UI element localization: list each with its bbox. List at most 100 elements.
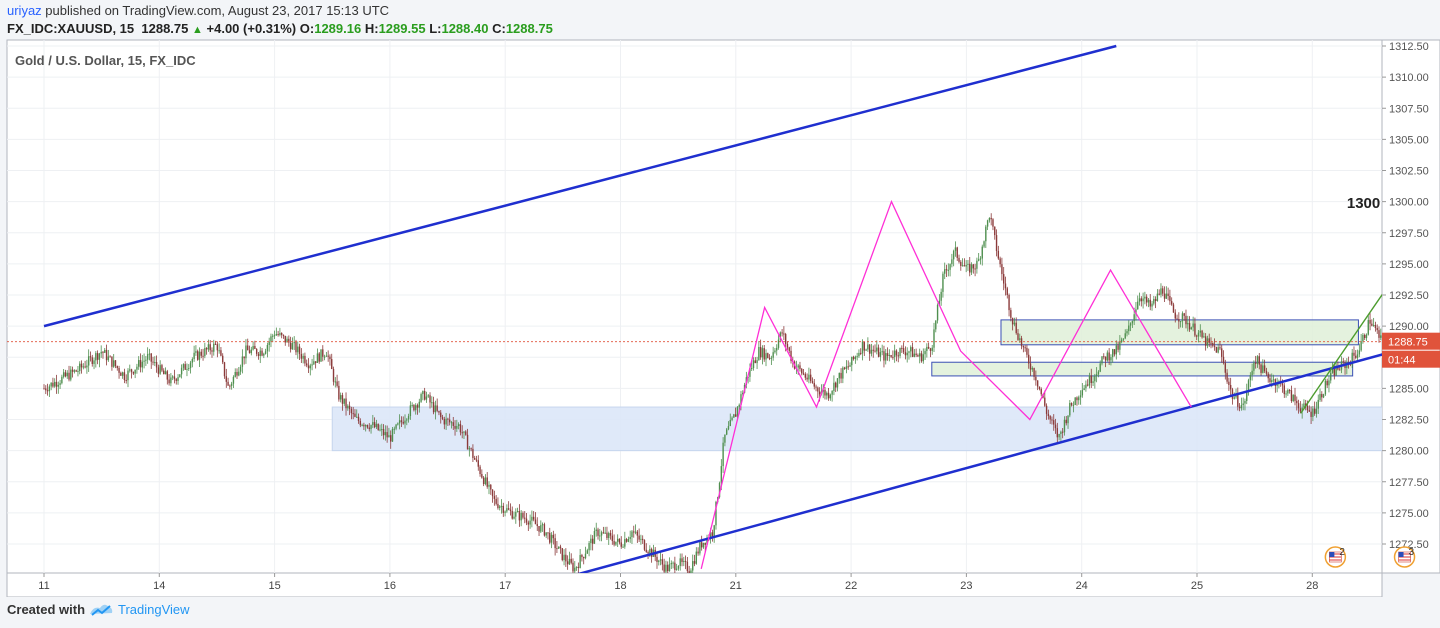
candle-body (593, 531, 596, 544)
candle-body (431, 402, 433, 404)
candle-body (1187, 323, 1189, 325)
candle-body (1190, 327, 1193, 330)
candle-body (972, 264, 975, 269)
candle-body (826, 392, 828, 396)
tradingview-brand-link[interactable]: TradingView (118, 602, 190, 617)
candle-body (341, 395, 344, 404)
candle-body (1079, 395, 1082, 398)
candle-body (77, 371, 79, 373)
candle-body (452, 422, 454, 426)
candle-body (373, 422, 376, 428)
candle-body (584, 553, 587, 559)
candle-body (926, 346, 928, 352)
candle-body (725, 429, 728, 435)
candle-body (511, 511, 513, 519)
candle-body (232, 376, 235, 384)
candle-body (1061, 431, 1064, 433)
candle-body (482, 477, 485, 485)
candle-body (845, 366, 848, 369)
candle-body (1092, 381, 1094, 384)
candle-body (309, 365, 311, 369)
candle-body (752, 360, 755, 369)
candle-body (450, 422, 453, 424)
candle-body (681, 558, 683, 562)
candle-body (57, 384, 59, 387)
candle-body (322, 349, 324, 357)
candle-body (817, 387, 819, 392)
candle-body (1194, 323, 1196, 336)
candle-body (304, 355, 306, 364)
candle-body (690, 570, 692, 573)
price-axis[interactable] (1381, 39, 1440, 574)
candle-body (182, 364, 185, 368)
candle-body (604, 532, 606, 534)
candle-body (1078, 397, 1080, 401)
candle-body (659, 559, 662, 561)
candle-body (586, 550, 588, 554)
candle-body (967, 263, 969, 265)
candle-body (697, 551, 699, 554)
candle-body (958, 257, 960, 262)
candle-body (625, 539, 628, 542)
candle-body (536, 524, 538, 527)
candle-body (1010, 310, 1012, 318)
event-markers: 232224 (1324, 546, 1416, 568)
x-tick-label: 18 (614, 580, 626, 592)
candle-body (1054, 424, 1057, 429)
candle-body (184, 364, 186, 370)
candle-body (833, 382, 835, 392)
candle-body (1367, 319, 1369, 335)
price-chart[interactable]: 13001310 1272.501275.001277.501280.00128… (0, 0, 1440, 597)
candle-body (949, 264, 951, 270)
candle-body (1108, 352, 1110, 361)
candle-body (1145, 296, 1148, 303)
candle-body (163, 370, 165, 375)
flag-canton (1398, 552, 1404, 557)
candle-body (915, 353, 917, 356)
candle-body (877, 347, 880, 357)
symbol-ohlc-line: FX_IDC:XAUUSD, 15 1288.75 ▲ +4.00 (+0.31… (7, 21, 553, 36)
candle-body (407, 416, 410, 420)
candle-body (945, 269, 948, 271)
candle-body (831, 391, 833, 395)
candle-body (493, 496, 496, 499)
candle-body (343, 398, 345, 404)
candle-body (1076, 397, 1078, 401)
candle-body (961, 265, 964, 267)
candle-body (786, 343, 789, 348)
candle-body (134, 369, 136, 374)
candle-body (243, 356, 245, 359)
candle-body (1355, 355, 1357, 358)
time-axis[interactable] (6, 572, 1383, 597)
candle-body (1303, 403, 1305, 408)
candle-body (154, 362, 156, 364)
publisher-link[interactable]: uriyaz (7, 3, 42, 18)
plot-area[interactable] (6, 39, 1383, 574)
candle-body (327, 355, 329, 357)
candle-body (643, 540, 646, 550)
candle-body (177, 377, 179, 381)
candle-body (549, 532, 551, 543)
candle-body (1238, 406, 1241, 409)
chart-header: uriyaz published on TradingView.com, Aug… (0, 0, 1440, 40)
x-tick-label: 24 (1076, 580, 1088, 592)
candle-body (1126, 331, 1128, 334)
candle-body (114, 360, 117, 367)
candle-body (1001, 264, 1003, 275)
candle-body (1263, 365, 1266, 372)
candle-body (474, 457, 476, 460)
candle-body (1299, 408, 1302, 412)
candle-body (339, 395, 342, 400)
candle-body (545, 532, 547, 536)
candle-body (1229, 385, 1232, 390)
candle-body (361, 424, 363, 426)
candle-body (1019, 338, 1021, 340)
candle-body (1306, 405, 1309, 411)
candle-body (1174, 312, 1176, 319)
candle-body (391, 429, 394, 442)
candle-body (783, 333, 785, 335)
candle-body (386, 432, 388, 438)
candle-body (1326, 380, 1328, 386)
candle-body (465, 431, 467, 435)
candle-body (809, 374, 812, 382)
